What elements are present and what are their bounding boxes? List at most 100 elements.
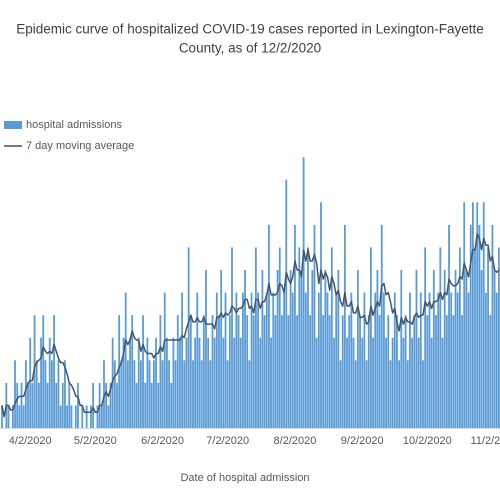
bar [57, 360, 60, 428]
bar [463, 202, 466, 428]
bar [222, 337, 225, 428]
bar [289, 270, 292, 428]
bar [313, 224, 316, 428]
bar [183, 360, 186, 428]
bar [252, 315, 255, 428]
chart-title: Epidemic curve of hospitalized COVID-19 … [16, 22, 483, 37]
bar [320, 202, 322, 428]
bar [100, 405, 103, 428]
bar [27, 382, 29, 428]
bar [341, 315, 344, 428]
bar [480, 270, 483, 428]
bar [322, 315, 325, 428]
bar [11, 405, 14, 428]
bar [257, 292, 259, 428]
x-tick-label: 8/2/2020 [274, 435, 317, 447]
bar [55, 382, 58, 428]
bar [350, 292, 353, 428]
bar [192, 360, 194, 428]
bar [46, 382, 49, 428]
bar [20, 382, 23, 428]
bar [124, 292, 127, 428]
bar [391, 337, 394, 428]
bar [380, 224, 383, 428]
bar [44, 360, 47, 428]
bar [265, 292, 268, 428]
bar [400, 270, 403, 428]
bar [176, 315, 179, 428]
bar [424, 247, 427, 428]
bar [370, 247, 372, 428]
bar [103, 360, 105, 428]
bar [18, 405, 21, 428]
bar [163, 292, 166, 428]
bar [426, 315, 429, 428]
bar [270, 337, 272, 428]
bar [359, 315, 361, 428]
bar [456, 292, 459, 428]
bar [220, 270, 223, 428]
bar [159, 315, 162, 428]
bar [237, 315, 240, 428]
bar [1, 405, 3, 428]
bar [254, 247, 257, 428]
bar [37, 382, 40, 428]
bar [348, 315, 351, 428]
bar [122, 337, 125, 428]
bar [415, 270, 418, 428]
bar [168, 360, 170, 428]
bar [448, 224, 450, 428]
bar [361, 337, 364, 428]
moving-average-line [1, 233, 500, 418]
bar [352, 337, 355, 428]
bar [482, 202, 485, 428]
bar [337, 270, 340, 428]
bar [478, 224, 481, 428]
bar [241, 292, 244, 428]
bar [285, 179, 288, 428]
bar [296, 315, 299, 428]
bar [135, 382, 138, 428]
bar [474, 247, 476, 428]
bar [150, 382, 153, 428]
bar [471, 202, 474, 428]
bar [489, 315, 492, 428]
bar [40, 337, 42, 428]
bar [324, 270, 327, 428]
bar [396, 315, 398, 428]
bar [272, 292, 275, 428]
bar [250, 292, 253, 428]
bar [196, 292, 199, 428]
bar [432, 270, 435, 428]
bar [233, 337, 236, 428]
bar [333, 337, 335, 428]
bar [437, 292, 440, 428]
bar [417, 337, 420, 428]
bar [187, 247, 190, 428]
bar [458, 247, 461, 428]
bar [116, 382, 118, 428]
bar [300, 270, 303, 428]
bar [428, 292, 431, 428]
bar [452, 315, 455, 428]
bar [137, 337, 140, 428]
bar [198, 337, 201, 428]
bar [166, 337, 168, 428]
bar [367, 315, 370, 428]
bar [174, 360, 177, 428]
bar [244, 270, 246, 428]
bar [354, 360, 357, 428]
bar [74, 405, 77, 428]
bar [298, 247, 301, 428]
bar [393, 292, 396, 428]
bar [66, 405, 68, 428]
bar [189, 315, 192, 428]
bar [498, 247, 500, 428]
bar [42, 315, 45, 428]
bar [430, 337, 433, 428]
bar [291, 292, 294, 428]
bar [70, 405, 73, 428]
bar [374, 292, 377, 428]
